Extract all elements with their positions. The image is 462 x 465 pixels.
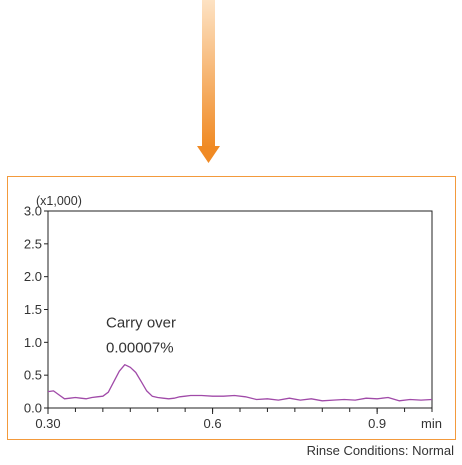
- flow-arrow: [0, 0, 462, 175]
- x-axis-label: min: [421, 416, 442, 431]
- plot-area-border: [47, 210, 433, 409]
- y-tick-label: 2.5: [24, 236, 42, 251]
- signal-trace-line: [47, 364, 433, 402]
- y-tick-label: 1.5: [24, 302, 42, 317]
- chart-frame: 0.0 0.5 1.0 1.5 2.0 2.5 3.0 0.30 0.6 0.9 min (x1,00…: [7, 176, 456, 440]
- carry-over-annotation-title: Carry over: [106, 315, 176, 332]
- x-tick-label: 0.30: [35, 416, 60, 431]
- arrow-shaft: [202, 0, 215, 148]
- y-tick-label: 2.0: [24, 269, 42, 284]
- y-tick-label: 1.0: [24, 335, 42, 350]
- chromatogram-chart: 0.0 0.5 1.0 1.5 2.0 2.5 3.0 0.30 0.6 0.9 min (x1,00…: [24, 194, 442, 431]
- rinse-conditions-caption: Rinse Conditions: Normal: [306, 443, 454, 458]
- y-tick-label: 0.0: [24, 401, 42, 416]
- carry-over-annotation-value: 0.00007%: [106, 340, 174, 357]
- y-tick-label: 3.0: [24, 204, 42, 219]
- down-arrow-icon: [197, 0, 220, 163]
- y-multiplier-label: (x1,000): [36, 194, 82, 208]
- x-tick-label: 0.6: [204, 416, 222, 431]
- x-tick-label: 0.9: [368, 416, 386, 431]
- arrow-head: [197, 146, 220, 163]
- y-tick-label: 0.5: [24, 368, 42, 383]
